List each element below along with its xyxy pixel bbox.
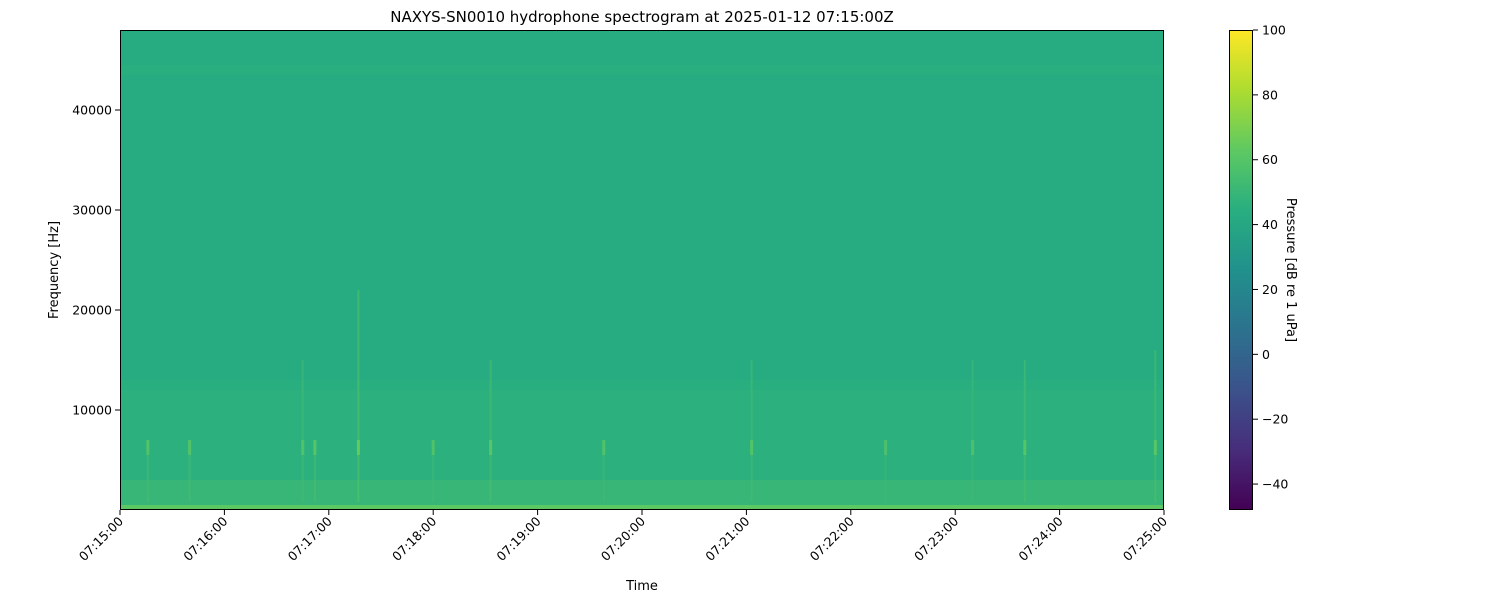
transient-event [1023, 360, 1026, 502]
transient-event [432, 440, 435, 502]
transient-event [188, 440, 191, 502]
x-tick-label: 07:22:00 [807, 513, 857, 563]
x-tick-label: 07:17:00 [285, 513, 335, 563]
colorbar-axis: −40 −20 0 20 40 60 80 100 [1253, 23, 1288, 492]
transient-event-peak [431, 440, 435, 455]
spectrum-band [120, 65, 1164, 75]
transient-event-peak [301, 440, 305, 455]
transient-event-peak [971, 440, 975, 455]
colorbar-tick-label: −20 [1262, 412, 1288, 427]
x-tick-label: 07:19:00 [493, 513, 543, 563]
x-tick-label: 07:16:00 [180, 513, 230, 563]
colorbar-label: Pressure [dB re 1 uPa] [1283, 198, 1298, 342]
transient-event-peak [750, 440, 754, 455]
colorbar-tick-label: 40 [1262, 217, 1278, 232]
spectrum-band [120, 480, 1164, 505]
transient-event-peak [146, 440, 150, 455]
y-tick-label: 10000 [72, 403, 112, 418]
chart-title: NAXYS-SN0010 hydrophone spectrogram at 2… [390, 8, 894, 26]
transient-event-peak [602, 440, 606, 455]
colorbar-tick-label: 80 [1262, 87, 1278, 102]
y-axis: 10000 20000 30000 40000 [72, 103, 120, 418]
x-tick-label: 07:15:00 [76, 513, 126, 563]
transient-event-peak [356, 440, 360, 455]
x-tick-label: 07:20:00 [598, 513, 648, 563]
y-axis-label: Frequency [Hz] [47, 221, 62, 319]
y-tick-label: 20000 [72, 303, 112, 318]
transient-event [301, 360, 304, 502]
transient-event-peak [188, 440, 192, 455]
transient-event [750, 360, 753, 502]
y-tick-label: 40000 [72, 103, 112, 118]
x-tick-label: 07:24:00 [1015, 513, 1065, 563]
transient-event [602, 440, 605, 502]
spectrum-band [120, 75, 1164, 380]
colorbar-tick-label: 100 [1262, 23, 1286, 38]
x-tick-label: 07:23:00 [911, 513, 961, 563]
colorbar-tick-label: 0 [1262, 347, 1270, 362]
transient-event-peak [1153, 440, 1157, 455]
x-axis-label: Time [625, 579, 658, 594]
transient-event [1154, 350, 1157, 502]
plot-frame [120, 30, 1164, 510]
colorbar [1229, 30, 1253, 510]
transient-event [489, 360, 492, 502]
y-tick-label: 30000 [72, 203, 112, 218]
x-tick-label: 07:21:00 [702, 513, 752, 563]
x-tick-label: 07:18:00 [389, 513, 439, 563]
transient-event-peak [489, 440, 493, 455]
colorbar-tick-label: −40 [1262, 477, 1288, 492]
spectrum-band [120, 390, 1164, 480]
transient-event-peak [1023, 440, 1027, 455]
transient-event [971, 360, 974, 502]
spectrum-band [120, 30, 1164, 65]
spectrum-band [120, 505, 1164, 510]
colorbar-tick-label: 60 [1262, 152, 1278, 167]
transient-event [357, 290, 360, 502]
x-tick-label: 07:25:00 [1120, 513, 1170, 563]
plot-area [120, 30, 1164, 510]
transient-event [313, 440, 316, 502]
transient-event [146, 440, 149, 502]
x-axis: 07:15:00 07:16:00 07:17:00 07:18:00 07:19:00… [76, 510, 1170, 564]
colorbar-tick-label: 20 [1262, 282, 1278, 297]
transient-event-peak [884, 440, 888, 455]
spectrum-band [120, 380, 1164, 390]
transient-event-peak [313, 440, 317, 455]
transient-event [884, 440, 887, 502]
